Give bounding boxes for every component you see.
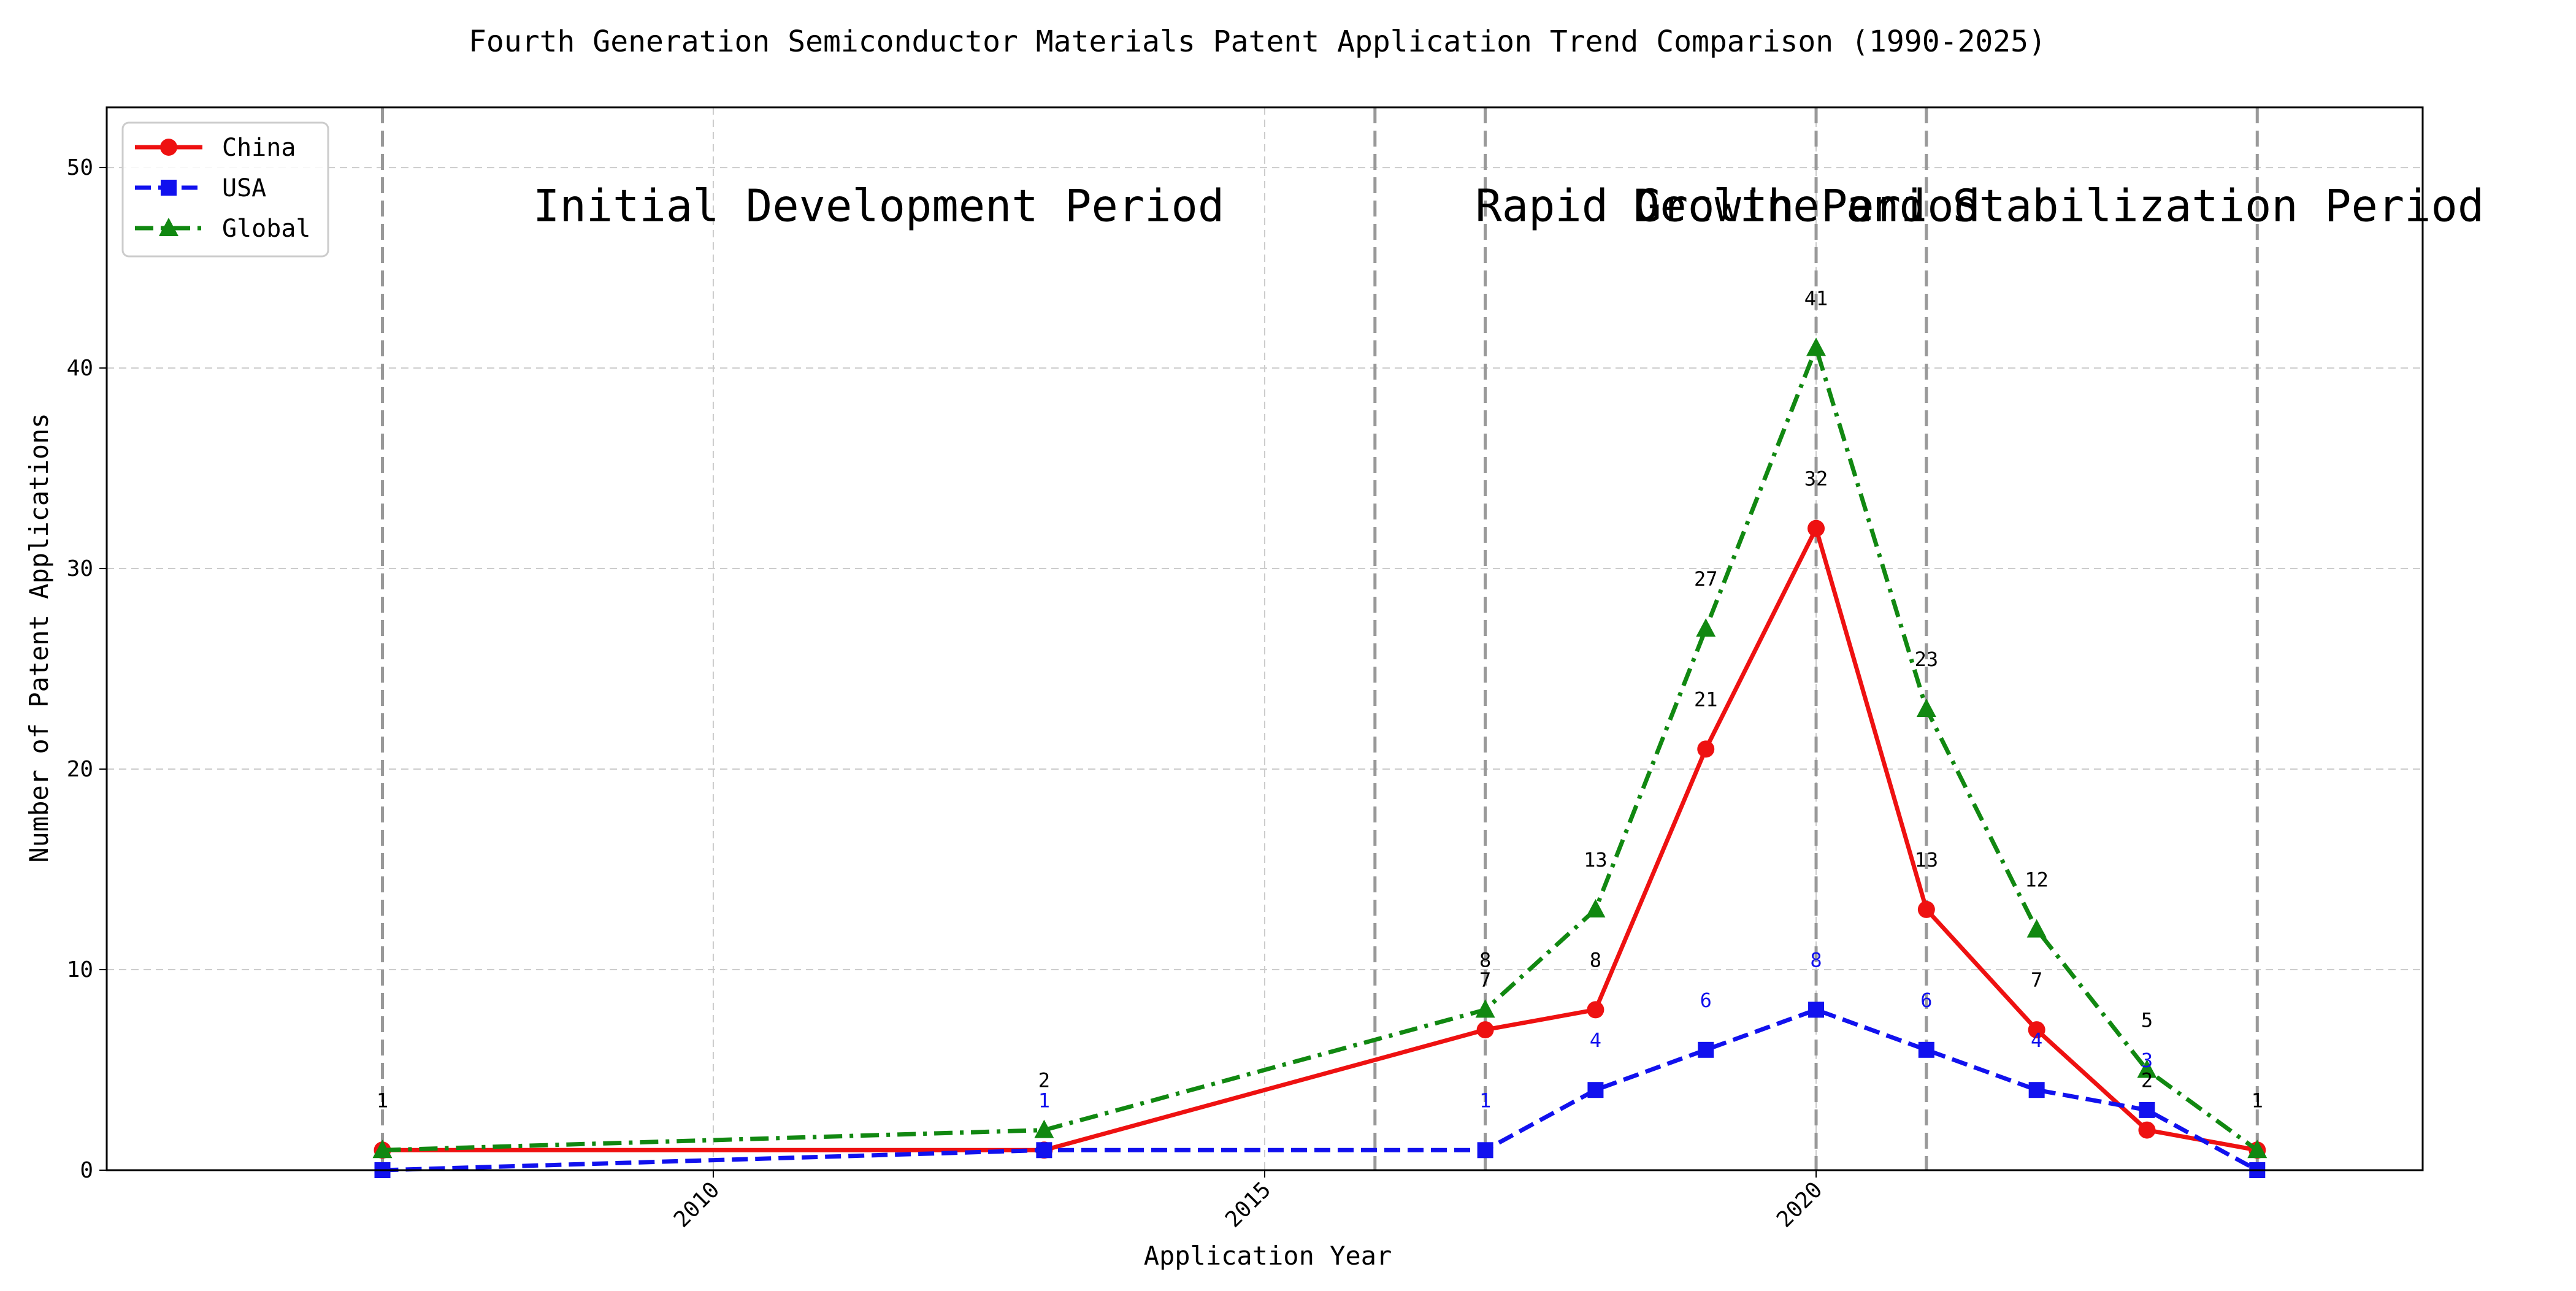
data-point-china	[1918, 901, 1935, 918]
x-axis-label: Application Year	[1144, 1241, 1392, 1271]
series-china	[374, 520, 2266, 1159]
data-label-usa: 6	[1700, 989, 1712, 1012]
data-point-usa	[2139, 1102, 2155, 1118]
legend-label: USA	[222, 174, 266, 202]
axes: 2010 2015 2020 0 10 20 30 40 50	[67, 155, 1828, 1233]
legend-marker	[160, 139, 177, 156]
data-label-global: 1	[2252, 1089, 2263, 1112]
data-label-china: 8	[1590, 948, 1601, 971]
series-global	[373, 337, 2267, 1158]
chart-title: Fourth Generation Semiconductor Material…	[469, 25, 2046, 59]
data-point-usa	[1698, 1042, 1714, 1058]
data-point-china	[1697, 740, 1714, 757]
data-label-global: 5	[2141, 1009, 2153, 1032]
data-label-china: 2	[2141, 1069, 2153, 1092]
data-point-usa	[1478, 1142, 1493, 1158]
y-tick-label: 30	[67, 556, 93, 581]
data-point-china	[1587, 1001, 1604, 1018]
x-tick-label: 2015	[1221, 1177, 1276, 1232]
y-tick-label: 40	[67, 356, 93, 381]
data-label-china: 13	[1915, 848, 1939, 872]
y-tick-label: 20	[67, 757, 93, 782]
series-line-usa	[383, 1009, 2258, 1170]
period-annotation: Decline and Stabilization Period	[1633, 180, 2484, 231]
y-tick-label: 10	[67, 957, 93, 983]
data-point-usa	[1587, 1082, 1603, 1098]
y-tick-label: 50	[67, 155, 93, 180]
legend-label: Global	[222, 215, 311, 243]
data-label-usa: 1	[1038, 1089, 1050, 1112]
data-label-global: 1	[377, 1089, 388, 1112]
data-point-global	[2027, 919, 2047, 938]
data-point-usa	[1036, 1142, 1052, 1158]
data-label-global: 41	[1804, 286, 1828, 310]
data-label-global: 23	[1915, 648, 1939, 671]
data-label-global: 27	[1694, 567, 1718, 591]
x-tick-label: 2010	[669, 1177, 724, 1232]
data-labels: 213213727811468643128132741231251	[377, 286, 2263, 1112]
legend-label: China	[222, 134, 296, 162]
data-label-usa: 4	[1590, 1029, 1601, 1052]
data-point-usa	[1919, 1042, 1934, 1058]
data-point-global	[1806, 337, 1826, 356]
y-axis-label: Number of Patent Applications	[24, 413, 54, 862]
grid-layer	[107, 107, 2423, 1170]
data-label-global: 13	[1584, 848, 1608, 872]
y-tick-label: 0	[80, 1158, 93, 1183]
series-line-global	[383, 348, 2258, 1150]
period-annotation: Initial Development Period	[533, 180, 1224, 231]
data-label-global: 2	[1038, 1069, 1050, 1092]
data-point-usa	[1808, 1002, 1824, 1017]
data-point-global	[1696, 618, 1715, 637]
data-label-usa: 6	[1920, 989, 1932, 1012]
data-label-global: 8	[1479, 948, 1491, 971]
data-label-global: 12	[2025, 868, 2049, 892]
data-label-china: 21	[1694, 688, 1718, 711]
data-point-global	[1917, 699, 1936, 717]
data-label-usa: 3	[2141, 1049, 2153, 1072]
legend-marker	[161, 180, 177, 196]
data-label-usa: 8	[1810, 948, 1822, 971]
x-tick-label: 2020	[1772, 1177, 1827, 1232]
data-point-global	[1476, 999, 1495, 1017]
data-point-usa	[2029, 1082, 2045, 1098]
data-point-china	[1477, 1021, 1494, 1038]
period-annotations: Initial Development PeriodRapid Growth P…	[533, 180, 2484, 231]
series-layer	[373, 337, 2267, 1178]
data-point-china	[2138, 1122, 2155, 1139]
data-label-china: 32	[1804, 467, 1828, 491]
data-point-china	[1807, 520, 1825, 537]
data-label-usa: 1	[1479, 1089, 1491, 1112]
vertical-lines	[383, 107, 2258, 1170]
data-point-global	[1585, 899, 1605, 917]
data-label-china: 7	[1479, 968, 1491, 992]
data-label-china: 7	[2031, 968, 2042, 992]
data-label-usa: 4	[2031, 1029, 2042, 1052]
legend: China USA Global	[123, 123, 328, 256]
